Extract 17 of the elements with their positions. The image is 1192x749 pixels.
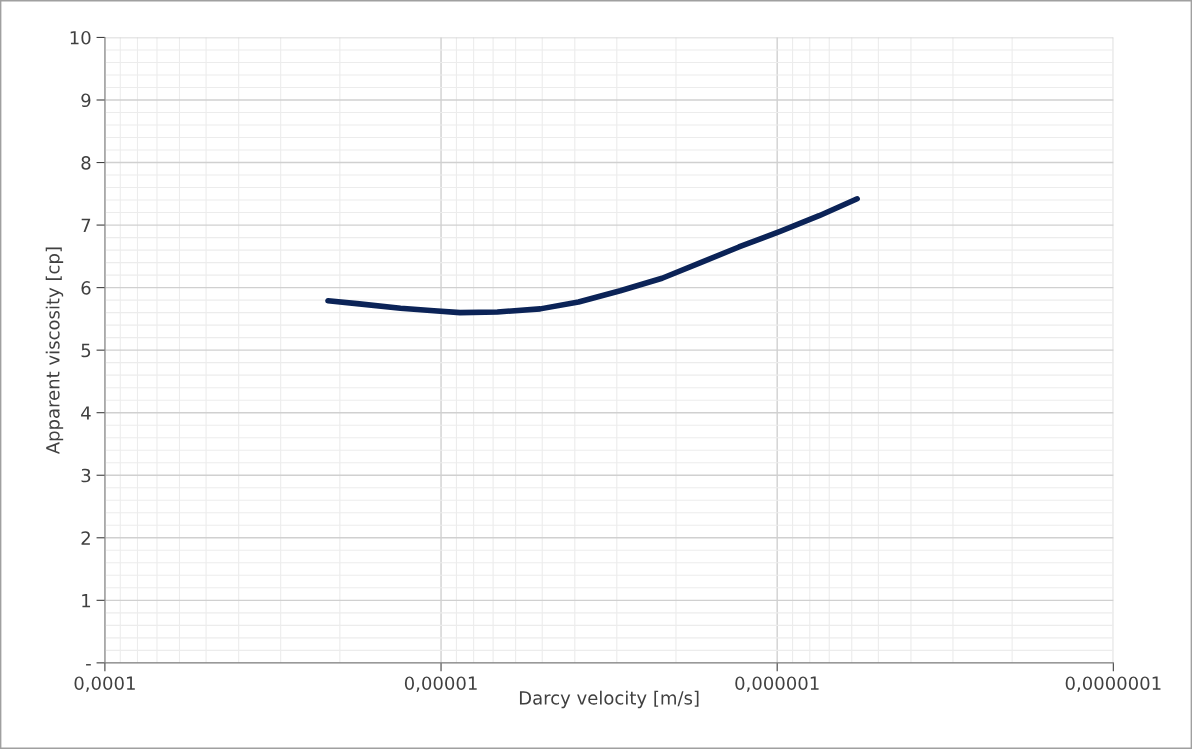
x-tick-label: 0,0000001 — [1065, 676, 1161, 692]
y-tick-label: 10 — [70, 30, 91, 45]
y-tick-label: 5 — [81, 343, 91, 358]
y-tick-label: - — [86, 664, 91, 666]
y-axis-title: Apparent viscosity [cp] — [45, 247, 64, 455]
x-tick-label: 0,00001 — [404, 676, 477, 692]
y-tick-label: 7 — [81, 218, 91, 232]
y-tick-label: 1 — [82, 594, 91, 608]
y-tick-label: 6 — [81, 281, 91, 295]
y-tick-label: 4 — [81, 406, 91, 420]
y-tick-label: 9 — [81, 93, 91, 108]
y-tick-label: 2 — [81, 531, 90, 545]
x-axis-title: Darcy velocity [m/s] — [519, 690, 699, 709]
x-tick-label: 0,000001 — [735, 676, 819, 692]
x-tick-label: 0,0001 — [74, 676, 135, 692]
y-tick-label: 3 — [81, 468, 91, 483]
y-tick-label: 8 — [81, 155, 91, 170]
